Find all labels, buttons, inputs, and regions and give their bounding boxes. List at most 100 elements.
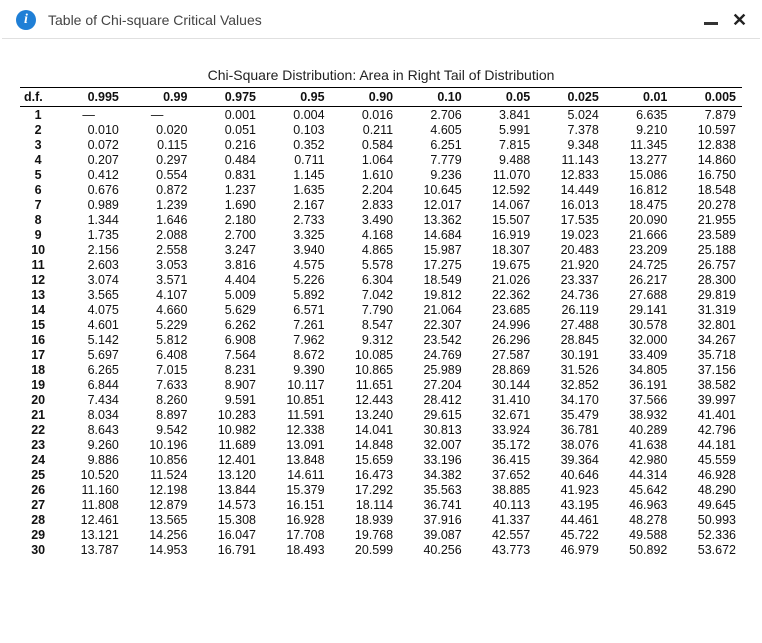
value-cell: 21.064 <box>399 302 468 317</box>
value-cell: 42.557 <box>468 527 537 542</box>
value-cell: 11.345 <box>605 137 674 152</box>
alpha-header: 0.95 <box>262 88 331 107</box>
value-cell: 2.833 <box>331 197 400 212</box>
value-cell: 19.768 <box>331 527 400 542</box>
table-row: 30.0720.1150.2160.3520.5846.2517.8159.34… <box>20 137 742 152</box>
value-cell: 36.191 <box>605 377 674 392</box>
value-cell: 8.907 <box>193 377 262 392</box>
df-cell: 23 <box>20 437 56 452</box>
value-cell: 12.017 <box>399 197 468 212</box>
value-cell: 12.338 <box>262 422 331 437</box>
value-cell: 39.364 <box>536 452 605 467</box>
value-cell: 35.563 <box>399 482 468 497</box>
df-cell: 20 <box>20 392 56 407</box>
value-cell: 20.278 <box>673 197 742 212</box>
value-cell: 14.684 <box>399 227 468 242</box>
value-cell: 44.181 <box>673 437 742 452</box>
value-cell: 23.209 <box>605 242 674 257</box>
table-wrap: d.f. 0.995 0.99 0.975 0.95 0.90 0.10 0.0… <box>20 87 742 557</box>
value-cell: 40.289 <box>605 422 674 437</box>
value-cell: 3.816 <box>193 257 262 272</box>
value-cell: 11.070 <box>468 167 537 182</box>
value-cell: 23.685 <box>468 302 537 317</box>
table-row: 81.3441.6462.1802.7333.49013.36215.50717… <box>20 212 742 227</box>
value-cell: 9.210 <box>605 122 674 137</box>
value-cell: 5.226 <box>262 272 331 287</box>
value-cell: 19.023 <box>536 227 605 242</box>
value-cell: 5.009 <box>193 287 262 302</box>
value-cell: 43.195 <box>536 497 605 512</box>
df-cell: 29 <box>20 527 56 542</box>
value-cell: 9.542 <box>125 422 194 437</box>
value-cell: 29.141 <box>605 302 674 317</box>
header-row: d.f. 0.995 0.99 0.975 0.95 0.90 0.10 0.0… <box>20 88 742 107</box>
value-cell: 5.142 <box>56 332 125 347</box>
value-cell: 26.119 <box>536 302 605 317</box>
value-cell: 40.256 <box>399 542 468 557</box>
value-cell: 7.962 <box>262 332 331 347</box>
value-cell: 23.337 <box>536 272 605 287</box>
value-cell: 13.787 <box>56 542 125 557</box>
table-row: 228.6439.54210.98212.33814.04130.81333.9… <box>20 422 742 437</box>
df-cell: 4 <box>20 152 56 167</box>
value-cell: 1.344 <box>56 212 125 227</box>
value-cell: 0.103 <box>262 122 331 137</box>
value-cell: 4.660 <box>125 302 194 317</box>
minimize-button[interactable] <box>704 22 718 25</box>
value-cell: 0.989 <box>56 197 125 212</box>
value-cell: 7.378 <box>536 122 605 137</box>
df-cell: 16 <box>20 332 56 347</box>
value-cell: 27.488 <box>536 317 605 332</box>
value-cell: 10.117 <box>262 377 331 392</box>
alpha-header: 0.025 <box>536 88 605 107</box>
value-cell: 28.300 <box>673 272 742 287</box>
window-title: Table of Chi-square Critical Values <box>48 12 704 28</box>
value-cell: 6.304 <box>331 272 400 287</box>
value-cell: 20.483 <box>536 242 605 257</box>
value-cell: 10.851 <box>262 392 331 407</box>
value-cell: 20.090 <box>605 212 674 227</box>
value-cell: 1.635 <box>262 182 331 197</box>
value-cell: 35.479 <box>536 407 605 422</box>
value-cell: 3.571 <box>125 272 194 287</box>
value-cell: 8.034 <box>56 407 125 422</box>
value-cell: 8.643 <box>56 422 125 437</box>
value-cell: 38.076 <box>536 437 605 452</box>
value-cell: 0.831 <box>193 167 262 182</box>
value-cell: 0.711 <box>262 152 331 167</box>
value-cell: 41.401 <box>673 407 742 422</box>
value-cell: 9.348 <box>536 137 605 152</box>
value-cell: 0.004 <box>262 107 331 123</box>
value-cell: 34.382 <box>399 467 468 482</box>
value-cell: 53.672 <box>673 542 742 557</box>
value-cell: 9.312 <box>331 332 400 347</box>
alpha-header: 0.99 <box>125 88 194 107</box>
value-cell: 0.297 <box>125 152 194 167</box>
alpha-header: 0.05 <box>468 88 537 107</box>
df-cell: 1 <box>20 107 56 123</box>
close-button[interactable] <box>732 11 750 29</box>
value-cell: 40.113 <box>468 497 537 512</box>
value-cell: 16.791 <box>193 542 262 557</box>
value-cell: 5.024 <box>536 107 605 123</box>
value-cell: 31.319 <box>673 302 742 317</box>
value-cell: 36.741 <box>399 497 468 512</box>
df-cell: 18 <box>20 362 56 377</box>
value-cell: 45.559 <box>673 452 742 467</box>
value-cell: 8.672 <box>262 347 331 362</box>
value-cell: 1.064 <box>331 152 400 167</box>
value-cell: 1.690 <box>193 197 262 212</box>
df-cell: 25 <box>20 467 56 482</box>
value-cell: 1.610 <box>331 167 400 182</box>
value-cell: 2.088 <box>125 227 194 242</box>
value-cell: 39.997 <box>673 392 742 407</box>
value-cell: 24.736 <box>536 287 605 302</box>
df-header: d.f. <box>20 88 56 107</box>
value-cell: 32.007 <box>399 437 468 452</box>
table-row: 175.6976.4087.5648.67210.08524.76927.587… <box>20 347 742 362</box>
value-cell: 3.247 <box>193 242 262 257</box>
value-cell: 24.996 <box>468 317 537 332</box>
value-cell: 13.240 <box>331 407 400 422</box>
value-cell: 23.542 <box>399 332 468 347</box>
value-cell: 13.362 <box>399 212 468 227</box>
